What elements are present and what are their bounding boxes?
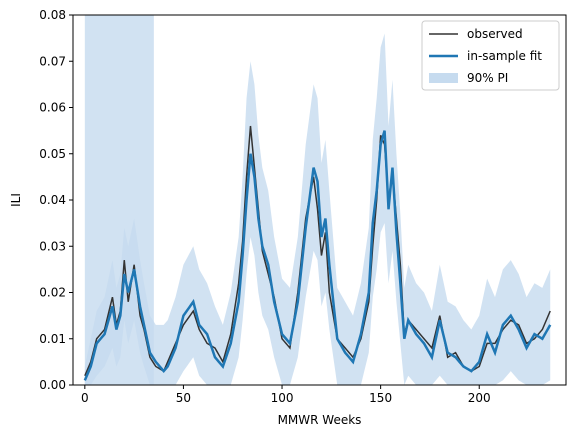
x-axis-ticks: 0 50 100 150 200 bbox=[81, 385, 491, 405]
x-tick-label: 50 bbox=[176, 391, 191, 405]
y-tick-label: 0.01 bbox=[39, 332, 66, 346]
y-tick-label: 0.04 bbox=[39, 193, 66, 207]
y-tick-label: 0.03 bbox=[39, 239, 66, 253]
legend-label-observed: observed bbox=[467, 27, 523, 41]
y-tick-label: 0.02 bbox=[39, 286, 66, 300]
x-tick-label: 150 bbox=[369, 391, 392, 405]
y-axis-ticks: 0.00 0.01 0.02 0.03 0.04 0.05 0.06 0.07 0.08 bbox=[39, 8, 73, 392]
legend-frame bbox=[421, 20, 560, 91]
series-layer bbox=[83, 125, 552, 381]
y-tick-label: 0.06 bbox=[39, 101, 66, 115]
x-axis-label: MMWR Weeks bbox=[278, 413, 362, 427]
legend-swatch-pi bbox=[429, 73, 458, 83]
y-tick-label: 0.08 bbox=[39, 8, 66, 22]
y-axis-label: ILI bbox=[9, 193, 23, 207]
legend-label-pi: 90% PI bbox=[467, 71, 508, 85]
y-tick-label: 0.00 bbox=[39, 378, 66, 392]
legend: observed in-sample fit 90% PI bbox=[421, 20, 560, 91]
x-tick-label: 100 bbox=[271, 391, 294, 405]
y-tick-label: 0.05 bbox=[39, 147, 66, 161]
x-tick-label: 0 bbox=[81, 391, 89, 405]
legend-label-fit: in-sample fit bbox=[467, 49, 542, 63]
y-tick-label: 0.07 bbox=[39, 54, 66, 68]
fit-line bbox=[83, 130, 552, 381]
x-tick-label: 200 bbox=[468, 391, 491, 405]
